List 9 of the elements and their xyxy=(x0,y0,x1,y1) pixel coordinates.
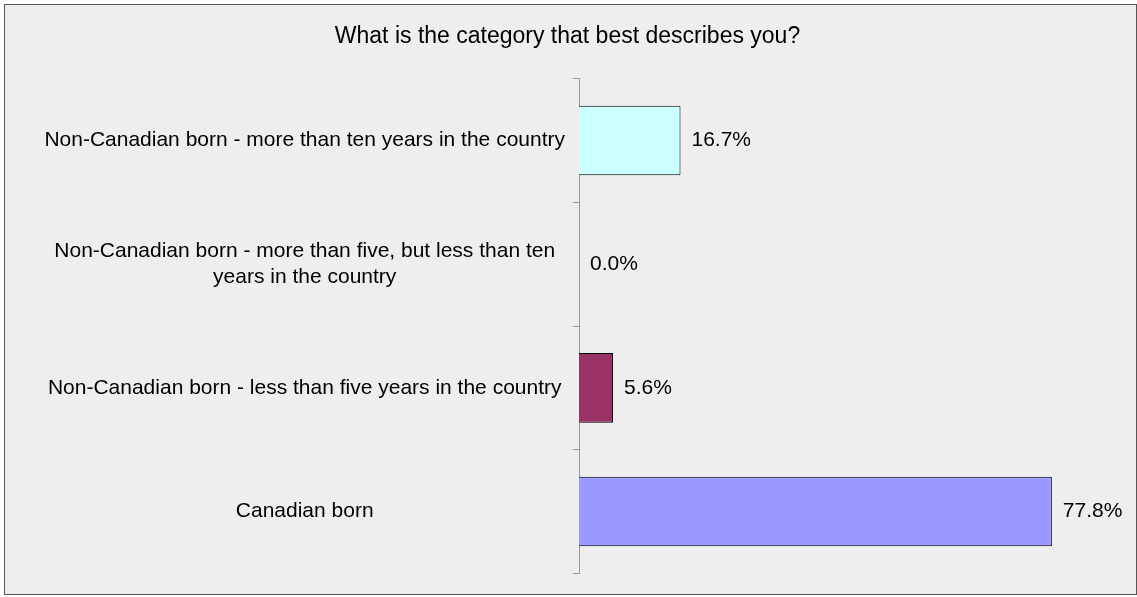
y-tick-label: Non-Canadian born - more than ten years in the country xyxy=(44,127,566,151)
y-tick-label: Non-Canadian born - more than five, but less than ten years in the country xyxy=(54,238,556,287)
data-label: 0.0% xyxy=(590,250,638,274)
y-tick-label: Canadian born xyxy=(235,498,374,522)
chart-title: What is the category that best describes you? xyxy=(334,22,801,49)
y-tick-label: Non-Canadian born - less than five years in the country xyxy=(47,374,562,398)
data-label: 77.8% xyxy=(1062,498,1123,522)
data-label: 5.6% xyxy=(624,374,672,398)
data-label: 16.7% xyxy=(691,127,752,151)
